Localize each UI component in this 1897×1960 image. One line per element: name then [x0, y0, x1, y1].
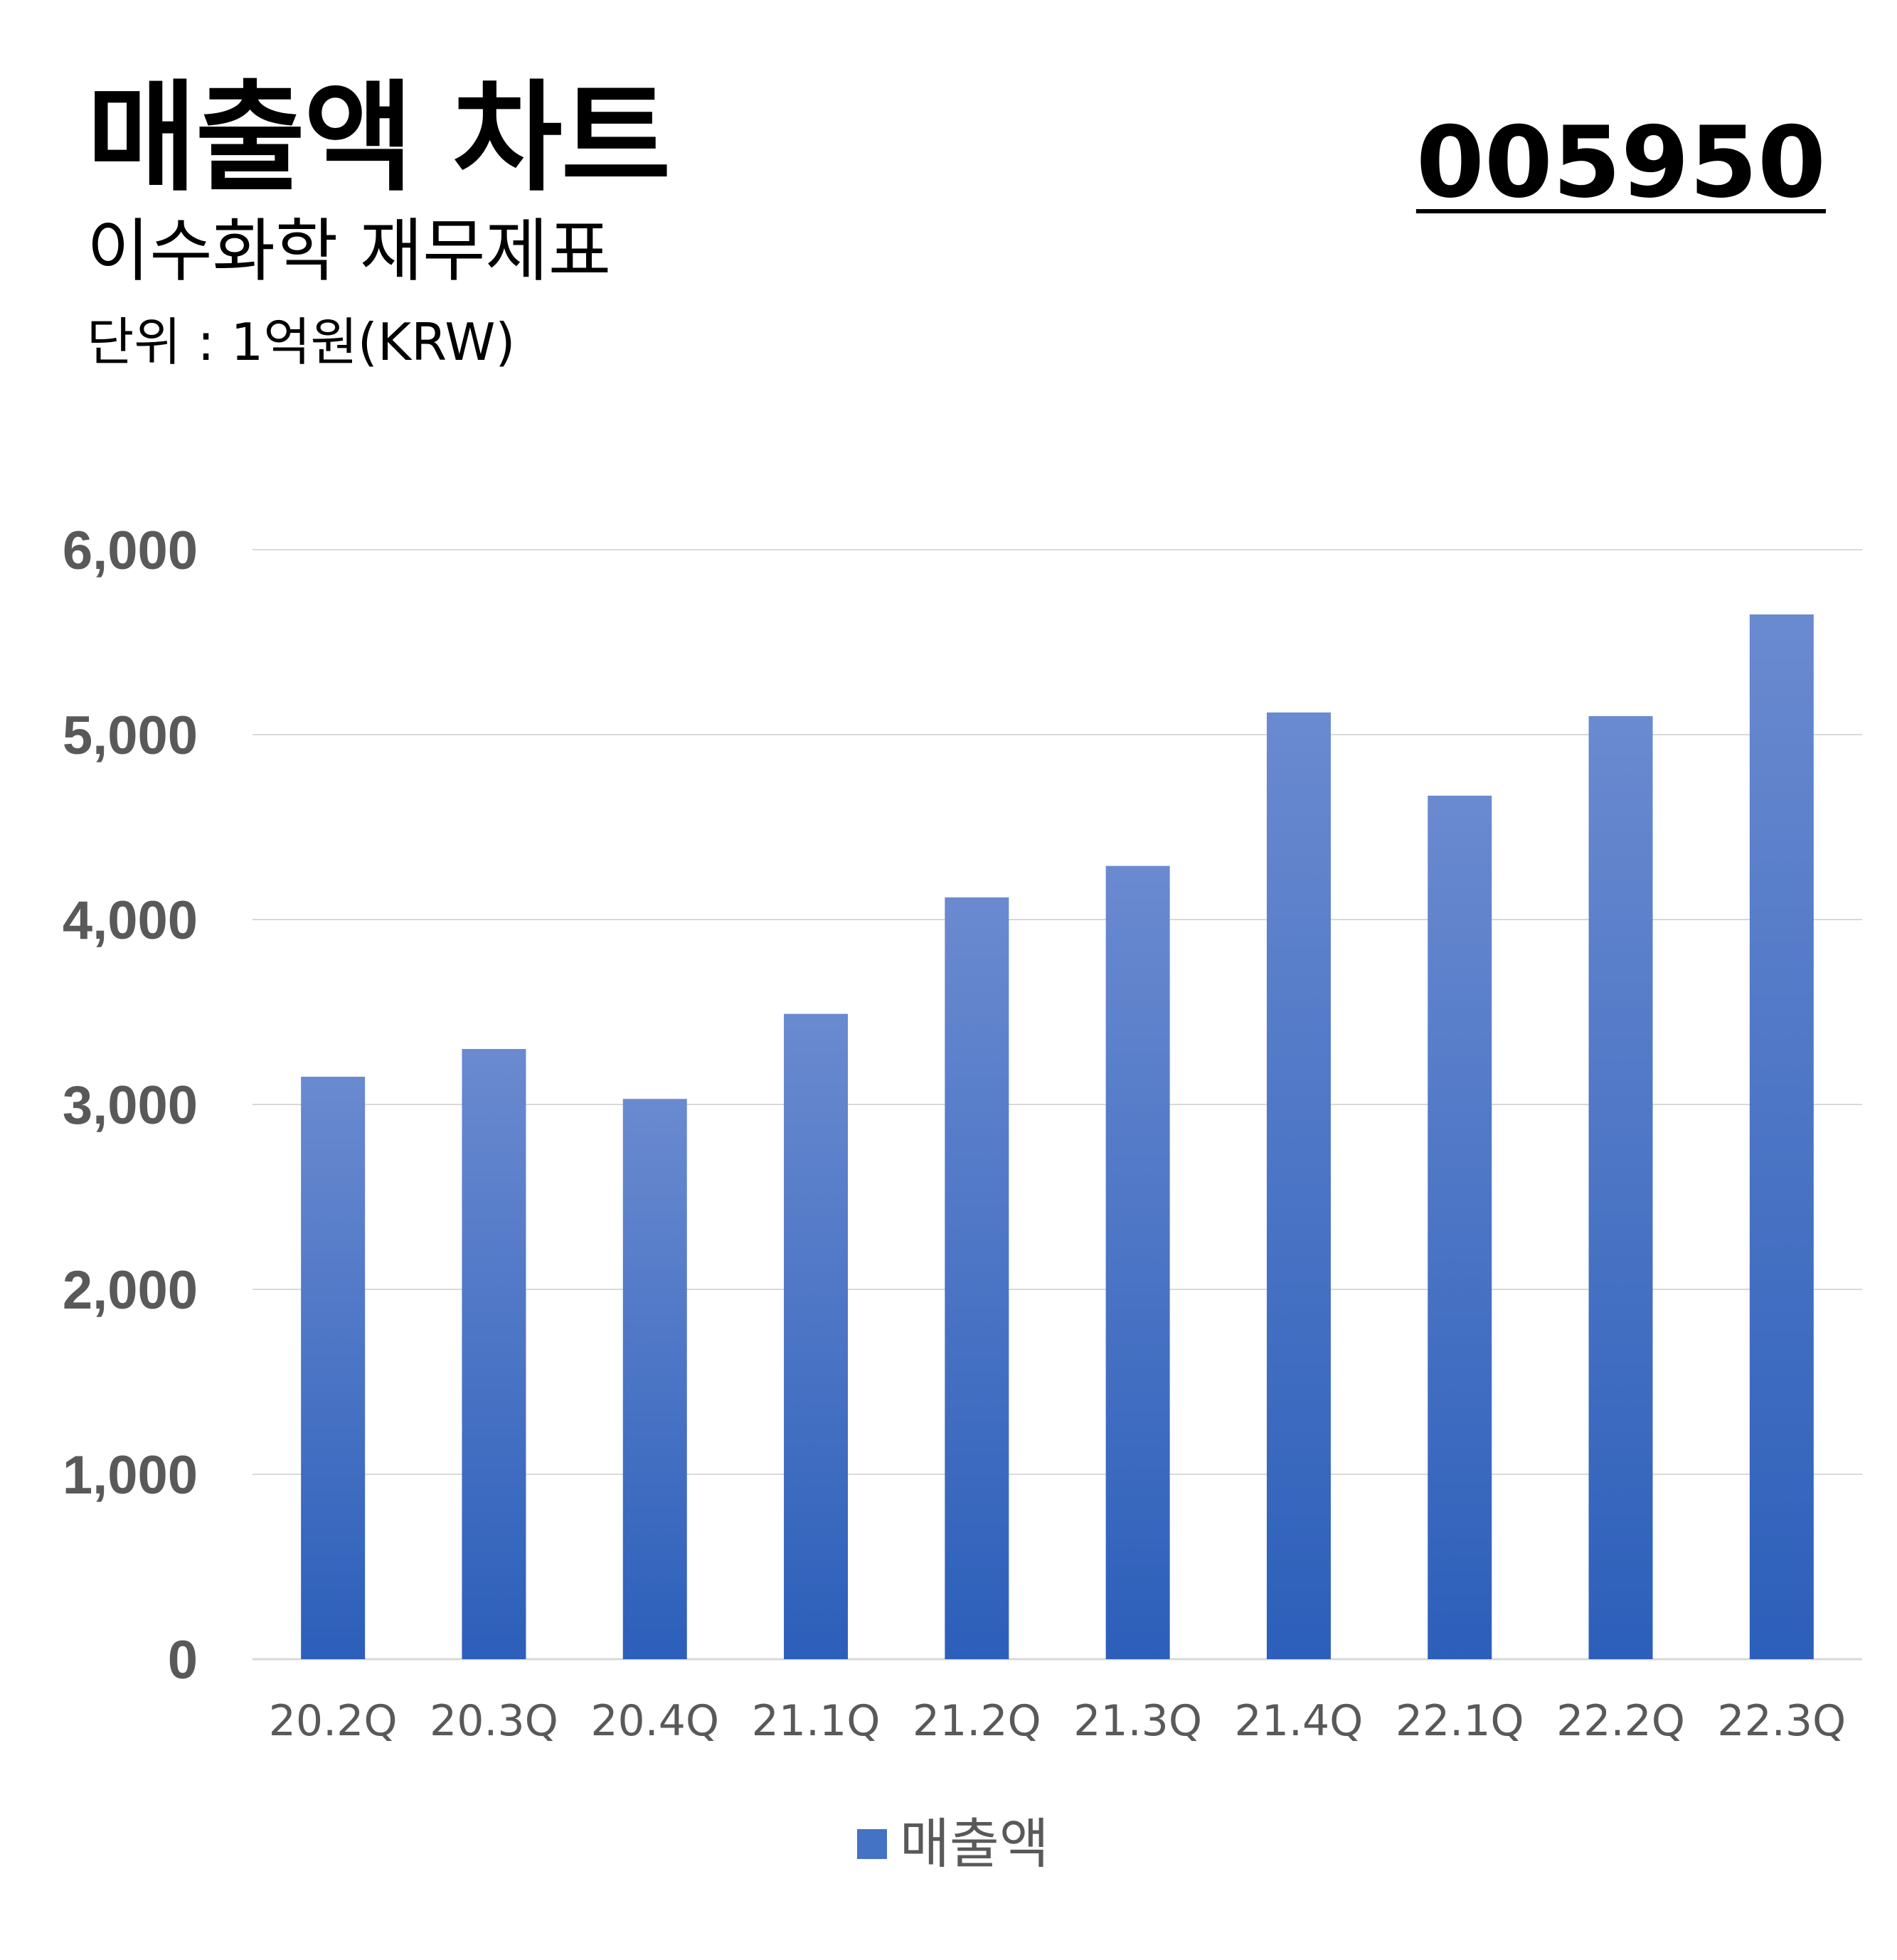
bar-20.2Q	[301, 1077, 366, 1659]
bar-21.1Q	[784, 1013, 849, 1659]
x-tick-label: 21.2Q	[913, 1696, 1041, 1746]
y-tick-label: 4,000	[63, 890, 198, 951]
chart-subtitle: 이수화학 재무제표	[87, 211, 612, 291]
legend: 매출액	[857, 1817, 1049, 1871]
y-tick-label: 6,000	[63, 521, 198, 581]
x-axis-ticks: 20.2Q 20.3Q 20.4Q 21.1Q 21.2Q 21.3Q 21.4Q 22.1Q…	[269, 1696, 1846, 1746]
bar-21.3Q	[1105, 866, 1170, 1659]
y-tick-label: 5,000	[63, 705, 198, 766]
bar-20.4Q	[622, 1099, 687, 1659]
x-tick-label: 22.1Q	[1396, 1696, 1524, 1746]
x-tick-label: 21.4Q	[1235, 1696, 1364, 1746]
bar-21.2Q	[945, 897, 1009, 1659]
bar-20.3Q	[462, 1049, 526, 1659]
x-tick-label: 22.3Q	[1717, 1696, 1846, 1746]
chart-title: 매출액 차트	[87, 68, 671, 208]
ticker-code: 005950	[1415, 105, 1826, 220]
x-tick-label: 22.2Q	[1556, 1696, 1685, 1746]
y-tick-label: 2,000	[63, 1260, 198, 1321]
x-tick-label: 20.2Q	[269, 1696, 398, 1746]
y-tick-label: 0	[168, 1630, 198, 1690]
bar-21.4Q	[1266, 712, 1331, 1659]
bar-22.1Q	[1428, 795, 1492, 1659]
unit-label: 단위 : 1억원(KRW)	[87, 312, 516, 372]
x-tick-label: 21.3Q	[1073, 1696, 1202, 1746]
x-tick-label: 20.4Q	[590, 1696, 719, 1746]
y-axis-ticks: 0 1,000 2,000 3,000 4,000 5,000 6,000	[63, 521, 198, 1690]
x-tick-label: 21.1Q	[752, 1696, 881, 1746]
legend-label: 매출액	[900, 1812, 1049, 1875]
bar-22.2Q	[1588, 716, 1653, 1659]
legend-swatch	[857, 1829, 887, 1859]
y-tick-label: 1,000	[63, 1445, 198, 1506]
bar-22.3Q	[1749, 614, 1814, 1659]
bars	[301, 614, 1814, 1659]
x-tick-label: 20.3Q	[430, 1696, 558, 1746]
y-tick-label: 3,000	[63, 1075, 198, 1136]
